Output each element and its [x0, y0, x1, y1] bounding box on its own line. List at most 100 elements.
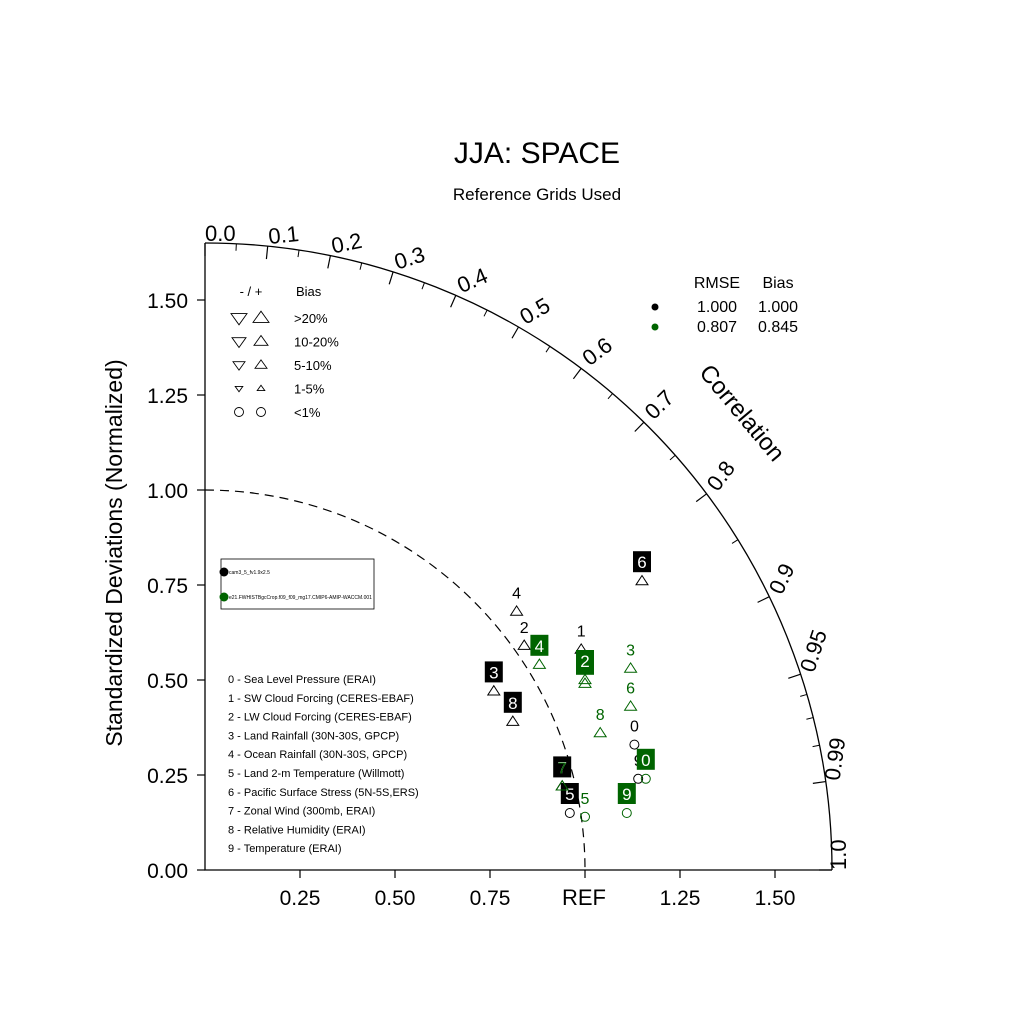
- bias-down-triangle: [232, 361, 246, 371]
- y-tick-label: 0.50: [147, 670, 188, 693]
- data-point-label-box: [576, 650, 594, 671]
- data-point-label: 7: [557, 758, 566, 777]
- corr-tick-label: 0.4: [453, 263, 491, 298]
- data-point-label: 3: [626, 643, 635, 660]
- data-point-triangle: [505, 715, 520, 726]
- corr-tick-label: 0.5: [515, 293, 554, 330]
- data-point-triangle: [555, 779, 570, 791]
- bias-legend-row-label: >20%: [294, 311, 328, 326]
- data-point-label: 5: [565, 785, 574, 804]
- data-point-label-box: [617, 783, 636, 804]
- data-point-label: 9: [622, 785, 631, 804]
- bias-circle-marker: [256, 407, 266, 417]
- data-point-label-box: [636, 748, 655, 770]
- y-tick-label: 0.75: [147, 575, 188, 598]
- data-point-label: 1: [577, 624, 586, 641]
- data-point-triangle: [623, 661, 638, 673]
- data-point-label-box: [530, 634, 549, 656]
- corr-minor-tick: [800, 693, 808, 697]
- corr-minor-tick: [483, 309, 488, 317]
- data-point-triangle: [578, 673, 592, 685]
- ref-label: REF: [562, 885, 606, 910]
- variable-legend-item: 7 - Zonal Wind (300mb, ERAI): [228, 806, 375, 818]
- data-point-label: 6: [637, 553, 646, 572]
- bias-up-triangle: [252, 310, 270, 323]
- y-tick-label: 1.50: [147, 290, 188, 313]
- case-dot: [219, 592, 229, 602]
- corr-tick-label: 0.8: [702, 456, 740, 495]
- corr-minor-tick: [669, 454, 676, 461]
- bias-down-triangle: [230, 313, 248, 326]
- case-label: e21.FWHISTBgcCrop.f09_f09_mg17.CMIP6-AMI…: [229, 595, 372, 601]
- data-point-circle: [633, 773, 644, 784]
- chart-subtitle: Reference Grids Used: [453, 185, 621, 204]
- bias-value: 0.845: [758, 319, 798, 336]
- data-point-label: 6: [626, 681, 635, 698]
- case-label: cam3_5_fv1.9x2.5: [229, 570, 270, 576]
- x-tick-label: 1.50: [755, 887, 796, 910]
- corr-tick-label: 0.3: [391, 241, 428, 274]
- bias-value: 1.000: [758, 299, 798, 316]
- correlation-arc: [204, 242, 833, 871]
- corr-tick-mark: [695, 493, 707, 503]
- bias-up-triangle: [254, 359, 268, 369]
- data-point-label: 0: [630, 719, 639, 736]
- y-tick-label: 0.25: [147, 765, 188, 788]
- data-point-triangle: [593, 726, 608, 738]
- rmse-value: 0.807: [697, 319, 737, 336]
- corr-minor-tick: [421, 282, 425, 290]
- data-point-circle: [564, 808, 575, 818]
- bias-legend-row-label: <1%: [294, 405, 321, 420]
- bias-down-triangle: [234, 385, 244, 393]
- data-point-label: 0: [641, 751, 650, 770]
- case-dot: [219, 567, 229, 577]
- data-point-label-box: [484, 661, 503, 683]
- corr-tick-mark: [327, 255, 331, 269]
- data-point-triangle: [486, 684, 501, 696]
- data-point-label: 4: [512, 586, 521, 603]
- corr-tick-label: 0.1: [267, 221, 300, 249]
- data-point-label: 7: [558, 760, 567, 777]
- x-tick-label: 1.25: [660, 887, 701, 910]
- corr-tick-label: 1.0: [826, 839, 851, 870]
- corr-minor-tick: [545, 346, 551, 353]
- corr-tick-mark: [812, 780, 826, 784]
- x-tick-label: 0.50: [375, 887, 416, 910]
- correlation-axis-label: Correlation: [694, 360, 790, 467]
- data-point-circle: [640, 773, 651, 784]
- corr-minor-tick: [297, 250, 300, 258]
- corr-tick-mark: [634, 421, 645, 432]
- corr-tick-mark: [388, 271, 394, 285]
- bias-legend-sign-header: - / +: [240, 284, 263, 299]
- corr-minor-tick: [812, 744, 820, 748]
- corr-tick-label: 0.99: [820, 736, 851, 782]
- variable-legend-item: 3 - Land Rainfall (30N-30S, GPCP): [228, 730, 399, 742]
- data-point-label: 2: [580, 652, 589, 671]
- data-point-label: 2: [520, 620, 529, 637]
- variable-legend-item: 2 - LW Cloud Forcing (CERES-EBAF): [228, 712, 412, 724]
- corr-tick-label: 0.6: [577, 332, 616, 370]
- bias-legend-row-label: 10-20%: [294, 335, 339, 350]
- data-point-label-box: [503, 691, 522, 713]
- corr-minor-tick: [806, 717, 814, 720]
- corr-minor-tick: [607, 393, 613, 400]
- variable-legend-item: 5 - Land 2-m Temperature (Willmott): [228, 768, 404, 780]
- corr-tick-mark: [511, 326, 520, 339]
- data-point-circle: [629, 739, 640, 750]
- bias-circle-marker: [234, 407, 244, 417]
- chart-title: JJA: SPACE: [454, 137, 620, 170]
- data-point-label: 3: [489, 663, 498, 682]
- data-point-circle: [621, 808, 632, 818]
- case-legend-box: [220, 558, 375, 610]
- data-point-label-box: [560, 783, 579, 804]
- data-point-label-box: [553, 756, 572, 778]
- y-tick-label: 1.00: [147, 480, 188, 503]
- corr-tick-label: 0.0: [205, 221, 236, 246]
- rmse-row-dot: [651, 323, 659, 331]
- data-point-triangle: [635, 574, 649, 586]
- data-point-label: 5: [581, 791, 590, 808]
- corr-tick-label: 0.95: [795, 627, 832, 675]
- legend-layer: - / + Bias >20% 10-20% 5-10% 1-5% <1% RMSE Bias 1…: [219, 275, 798, 855]
- corr-minor-tick: [359, 262, 363, 270]
